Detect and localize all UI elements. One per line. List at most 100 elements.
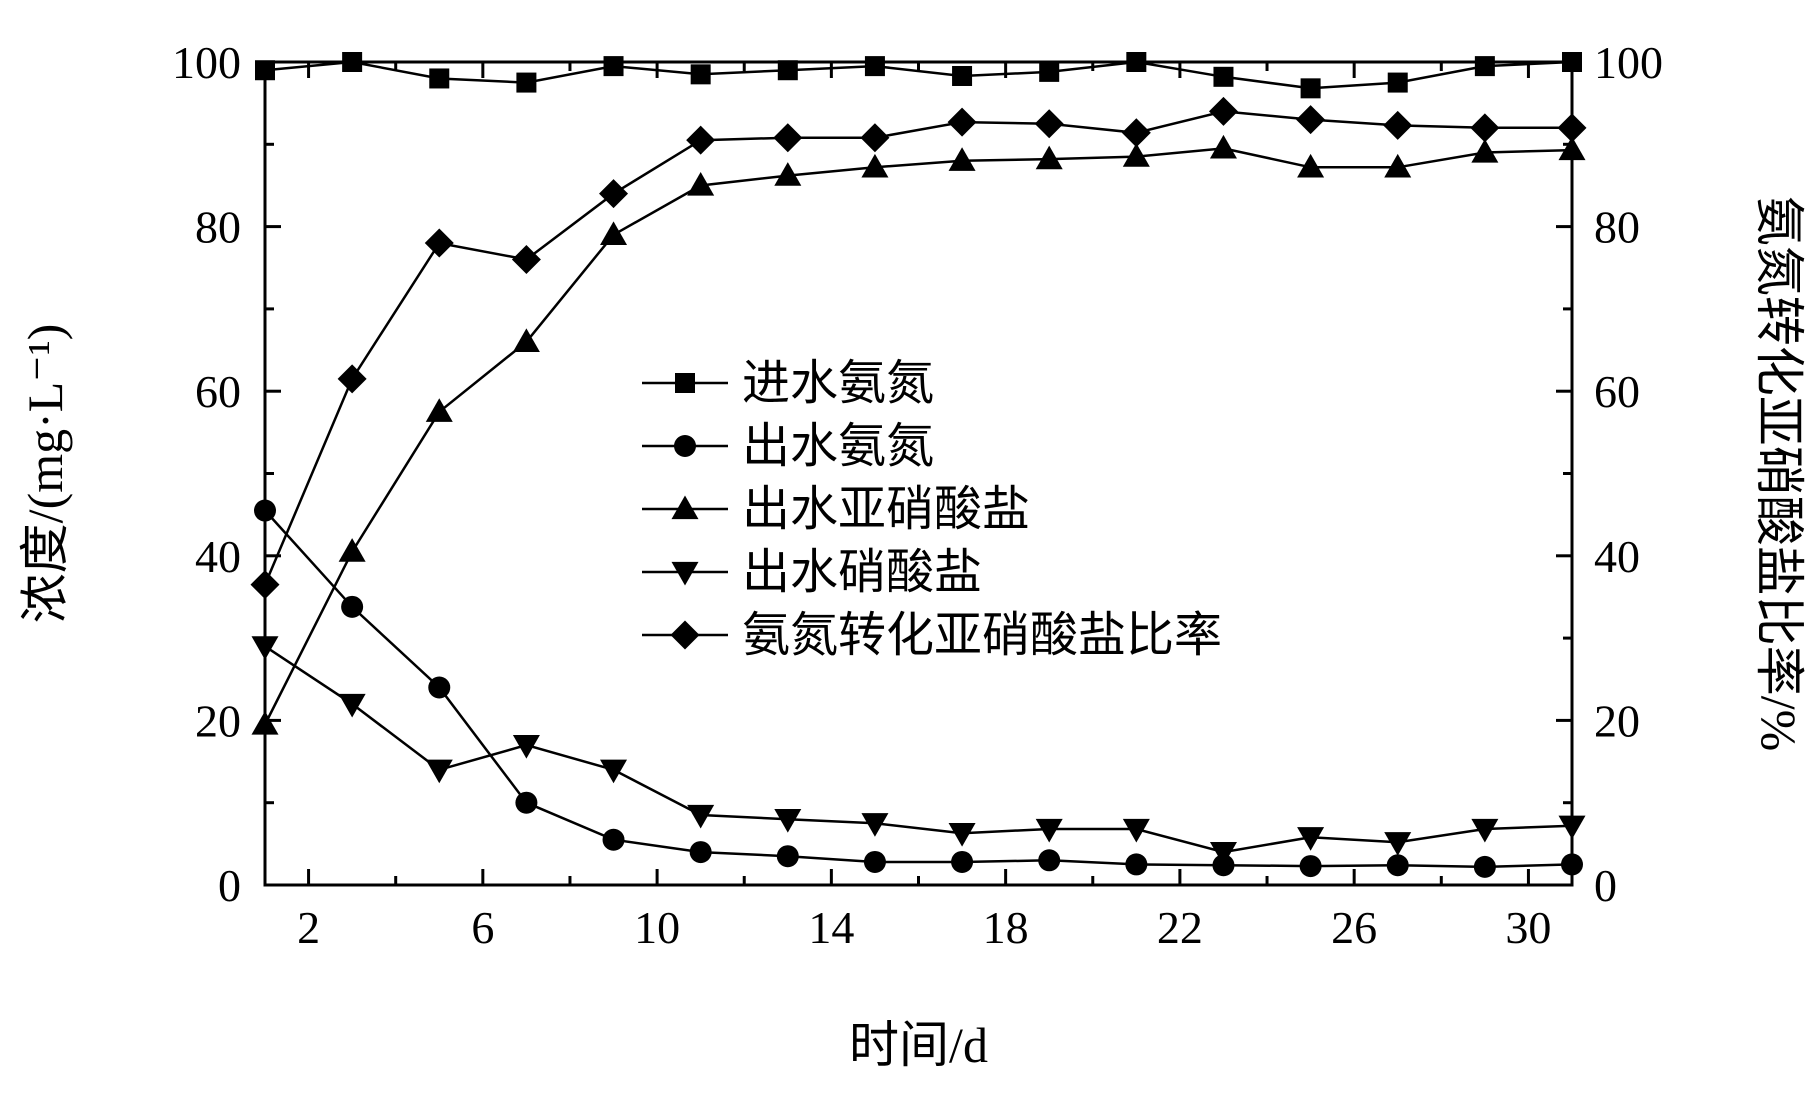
data-point bbox=[425, 398, 453, 422]
series-3 bbox=[251, 134, 1586, 735]
data-point bbox=[861, 153, 889, 178]
data-point bbox=[1122, 143, 1150, 167]
data-point bbox=[948, 147, 976, 171]
data-point bbox=[1387, 72, 1408, 93]
data-point bbox=[951, 850, 974, 873]
series-line bbox=[263, 110, 1572, 586]
series-line bbox=[263, 147, 1573, 726]
data-point bbox=[774, 809, 802, 833]
y-right-tick-label: 60 bbox=[1594, 366, 1640, 417]
data-point bbox=[948, 823, 976, 847]
data-point bbox=[1035, 818, 1063, 843]
data-point bbox=[1038, 849, 1061, 872]
data-point bbox=[1039, 61, 1060, 82]
data-point bbox=[687, 804, 715, 829]
data-point bbox=[860, 123, 890, 153]
data-point bbox=[516, 72, 537, 93]
data-point bbox=[686, 125, 716, 155]
legend-label: 氨氮转化亚硝酸盐比率 bbox=[742, 609, 1222, 662]
y-right-tick-label: 80 bbox=[1594, 202, 1640, 253]
data-point bbox=[1386, 854, 1409, 877]
legend-item: 出水亚硝酸盐 bbox=[642, 483, 1030, 536]
series-4 bbox=[251, 636, 1586, 866]
legend-item: 进水氨氮 bbox=[642, 357, 934, 410]
legend-marker bbox=[670, 620, 700, 650]
data-point bbox=[1473, 855, 1496, 878]
data-point bbox=[341, 595, 364, 618]
data-point bbox=[425, 759, 453, 784]
data-point bbox=[1122, 818, 1150, 843]
data-point bbox=[600, 221, 628, 245]
plot-frame bbox=[263, 60, 1574, 887]
y-left-tick-label: 40 bbox=[195, 531, 241, 582]
y-left-tick-label: 60 bbox=[195, 366, 241, 417]
data-point bbox=[1474, 56, 1495, 77]
data-point bbox=[515, 791, 538, 814]
data-point bbox=[1384, 153, 1412, 178]
data-point bbox=[1300, 78, 1321, 99]
data-point bbox=[428, 676, 451, 699]
data-point bbox=[1297, 827, 1325, 851]
data-point bbox=[424, 228, 454, 258]
data-point bbox=[1297, 153, 1325, 178]
data-point bbox=[1209, 134, 1237, 159]
x-axis-title: 时间/d bbox=[849, 1017, 988, 1073]
legend-item: 出水硝酸盐 bbox=[642, 546, 982, 599]
data-point bbox=[952, 65, 973, 86]
series-line bbox=[264, 645, 1573, 854]
data-point bbox=[602, 828, 625, 851]
legend-label: 出水硝酸盐 bbox=[742, 546, 982, 599]
y-left-tick-label: 80 bbox=[195, 202, 241, 253]
data-point bbox=[600, 759, 628, 784]
series-line bbox=[264, 60, 1573, 90]
data-point bbox=[338, 538, 366, 562]
y-right-tick-label: 20 bbox=[1594, 695, 1640, 746]
data-point bbox=[1209, 841, 1237, 866]
x-tick-label: 26 bbox=[1331, 902, 1377, 953]
data-point bbox=[512, 328, 540, 352]
data-point bbox=[429, 68, 450, 89]
data-point bbox=[863, 850, 886, 873]
data-point bbox=[1035, 145, 1063, 170]
data-point bbox=[338, 693, 366, 718]
data-point bbox=[511, 245, 541, 275]
data-point bbox=[690, 64, 711, 85]
data-point bbox=[776, 845, 799, 868]
data-point bbox=[1471, 139, 1499, 163]
data-point bbox=[774, 162, 802, 186]
data-point bbox=[1034, 109, 1064, 139]
x-tick-label: 6 bbox=[471, 902, 494, 953]
right-y-axis-title: 氨氮转化亚硝酸盐比率/% bbox=[1751, 196, 1807, 752]
data-point bbox=[1471, 818, 1499, 843]
y-left-tick-label: 100 bbox=[172, 37, 241, 88]
series-layer bbox=[250, 52, 1587, 878]
data-point bbox=[689, 841, 712, 864]
data-point bbox=[777, 60, 798, 81]
y-left-tick-label: 0 bbox=[218, 860, 241, 911]
x-tick-label: 2 bbox=[297, 902, 320, 953]
y-right-tick-label: 100 bbox=[1594, 37, 1663, 88]
legend-marker bbox=[671, 561, 699, 586]
data-point bbox=[599, 179, 629, 209]
data-point bbox=[1299, 855, 1322, 878]
legend-marker bbox=[675, 373, 695, 393]
x-tick-label: 30 bbox=[1505, 902, 1551, 953]
legend-label: 出水氨氮 bbox=[742, 420, 934, 473]
data-point bbox=[1121, 118, 1151, 148]
left-y-axis-title: 浓度/(mg·L⁻¹) bbox=[17, 324, 73, 624]
legend-marker bbox=[671, 495, 699, 520]
series-line bbox=[264, 509, 1573, 869]
legend-label: 进水氨氮 bbox=[742, 357, 934, 410]
legend-item: 氨氮转化亚硝酸盐比率 bbox=[642, 609, 1222, 662]
series-5 bbox=[250, 96, 1587, 600]
data-point bbox=[864, 56, 885, 77]
y-left-tick-label: 20 bbox=[195, 695, 241, 746]
legend-item: 出水氨氮 bbox=[642, 420, 934, 473]
data-point bbox=[773, 123, 803, 153]
x-tick-label: 10 bbox=[634, 902, 680, 953]
data-point bbox=[1470, 113, 1500, 143]
x-tick-label: 22 bbox=[1157, 902, 1203, 953]
legend-marker bbox=[674, 435, 696, 457]
